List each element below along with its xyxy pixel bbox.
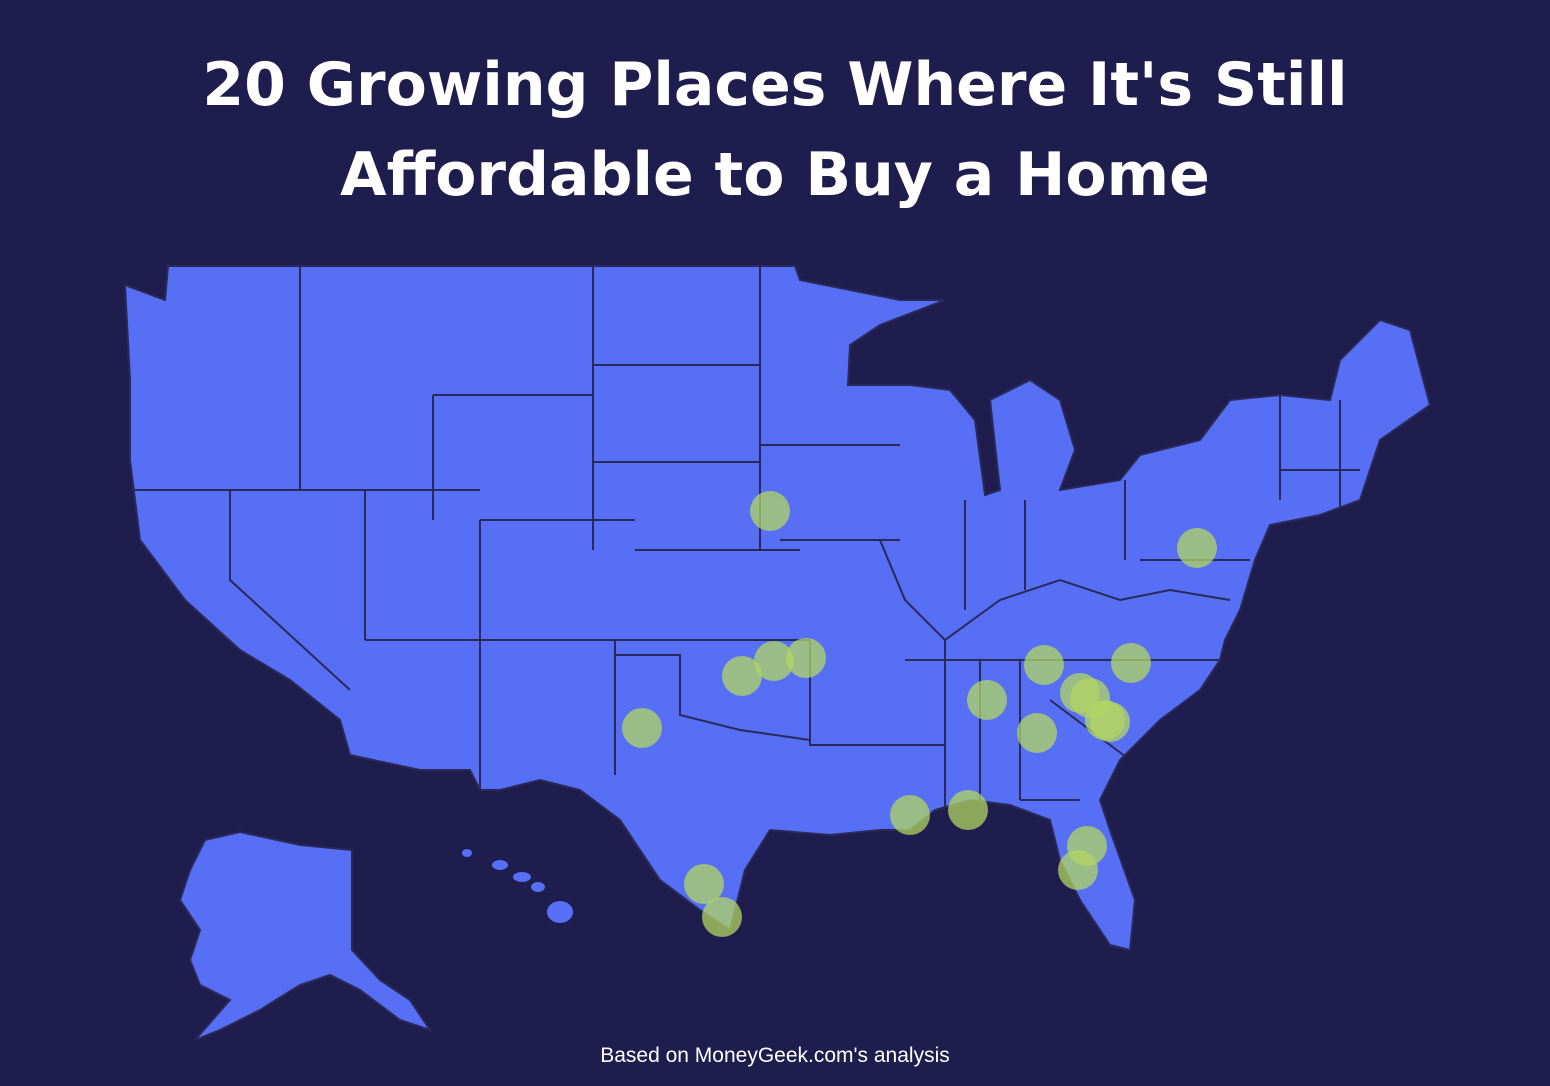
- alaska: [178, 830, 433, 1041]
- title: 20 Growing Places Where It's Still Affor…: [202, 50, 1348, 210]
- hawaii: [462, 849, 573, 923]
- source-note: Based on MoneyGeek.com's analysis: [600, 1044, 950, 1067]
- city-markers: [622, 491, 1217, 937]
